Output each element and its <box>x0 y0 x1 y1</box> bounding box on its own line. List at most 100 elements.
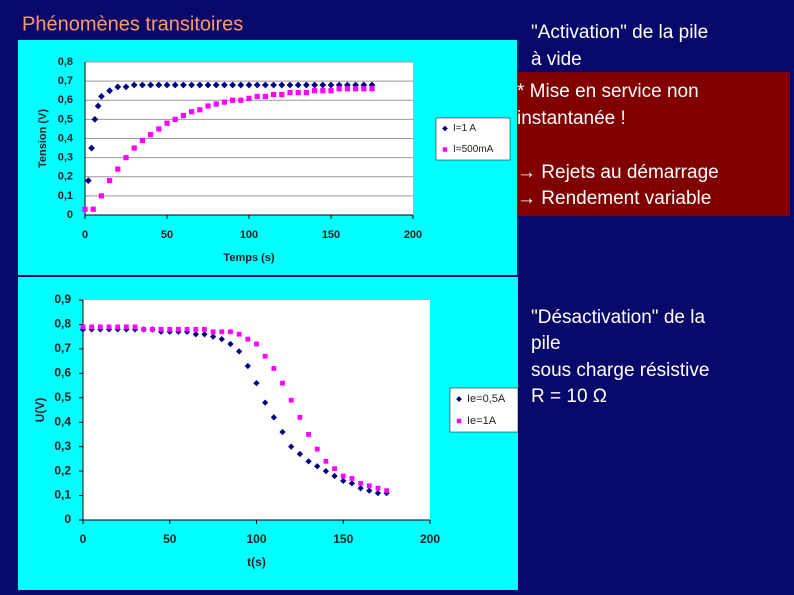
data-point <box>280 380 285 386</box>
x-tick-label: 150 <box>333 532 353 546</box>
data-point <box>314 446 320 452</box>
text-line: * Mise en service non <box>517 81 699 102</box>
data-point <box>374 489 382 497</box>
data-point <box>156 126 162 132</box>
text-line: → Rendement variable <box>517 188 711 209</box>
text-line: "Activation" de la pile <box>531 22 708 43</box>
data-point <box>176 326 181 332</box>
data-point <box>348 480 356 487</box>
y-tick-label: 0,7 <box>58 75 73 87</box>
data-point <box>270 414 277 421</box>
data-point <box>197 107 203 113</box>
data-point <box>184 326 190 332</box>
data-point <box>139 137 145 144</box>
text-line: R = 10 Ω <box>531 386 607 407</box>
data-point <box>279 428 286 436</box>
data-point <box>349 476 355 481</box>
legend-symbol <box>442 147 448 152</box>
text-line: instantanée ! <box>517 108 626 129</box>
data-point <box>122 83 130 91</box>
data-point <box>340 477 347 485</box>
x-tick-label: 0 <box>80 532 87 546</box>
x-tick-label: 150 <box>322 229 340 241</box>
data-point <box>158 326 164 332</box>
note-box <box>510 72 790 216</box>
data-point <box>294 81 302 89</box>
data-point <box>262 93 268 100</box>
data-point <box>227 340 234 348</box>
data-point <box>212 81 220 89</box>
data-point <box>80 324 86 330</box>
data-point <box>237 81 245 89</box>
data-point <box>303 90 309 96</box>
data-point <box>353 86 359 92</box>
x-tick-label: 200 <box>404 229 422 241</box>
x-tick-label: 100 <box>246 532 266 546</box>
data-point <box>115 324 121 330</box>
data-point <box>279 91 285 98</box>
data-point <box>312 88 318 94</box>
plot-area <box>83 300 430 520</box>
legend-symbol <box>442 125 448 132</box>
data-point <box>311 81 318 89</box>
legend-symbol <box>456 418 462 424</box>
data-point <box>270 81 277 89</box>
y-tick-label: 0,6 <box>58 94 73 106</box>
data-point <box>358 480 363 486</box>
data-point <box>180 81 187 89</box>
y-tick-label: 0,2 <box>54 463 71 477</box>
y-tick-label: 0 <box>67 209 73 221</box>
data-point <box>88 144 95 152</box>
data-point <box>205 103 211 109</box>
y-tick-label: 0,4 <box>54 414 71 428</box>
data-point <box>94 102 102 110</box>
data-point <box>344 86 350 92</box>
data-point <box>245 336 251 342</box>
data-point <box>332 466 337 472</box>
data-point <box>262 399 269 406</box>
data-point <box>375 485 381 491</box>
data-point <box>202 326 207 332</box>
data-point <box>384 488 390 494</box>
x-axis-title: t(s) <box>247 555 266 569</box>
data-point <box>114 83 122 91</box>
data-point <box>150 326 155 332</box>
data-point <box>188 81 195 89</box>
data-point <box>201 331 208 338</box>
data-point <box>106 87 113 95</box>
data-point <box>319 81 327 89</box>
y-tick-label: 0,6 <box>54 366 71 380</box>
data-point <box>106 324 112 330</box>
data-point <box>163 81 171 89</box>
text-line: à vide <box>531 49 582 70</box>
y-tick-label: 0,1 <box>54 488 71 502</box>
text-line: "Désactivation" de la <box>531 307 705 328</box>
data-point <box>82 206 88 212</box>
data-point <box>219 329 225 335</box>
data-point <box>171 81 179 89</box>
data-point <box>262 353 268 359</box>
data-point <box>193 326 199 332</box>
data-point <box>328 88 334 94</box>
data-point <box>271 366 277 371</box>
data-point <box>204 81 212 89</box>
data-point <box>98 193 104 199</box>
x-tick-label: 100 <box>240 229 258 241</box>
data-point <box>296 450 303 458</box>
data-point <box>172 116 178 122</box>
data-point <box>218 335 225 343</box>
legend-box <box>449 387 519 433</box>
data-point <box>244 362 251 370</box>
data-point <box>288 397 294 403</box>
data-point <box>262 81 269 89</box>
data-point <box>196 81 204 89</box>
data-point <box>369 86 375 92</box>
y-tick-label: 0,9 <box>54 292 71 306</box>
data-point <box>361 86 367 92</box>
text-line: → Rejets au démarrage <box>517 162 719 183</box>
data-point <box>131 145 137 151</box>
data-point <box>210 333 217 340</box>
text-line: sous charge résistive <box>531 360 709 381</box>
data-point <box>306 432 311 437</box>
